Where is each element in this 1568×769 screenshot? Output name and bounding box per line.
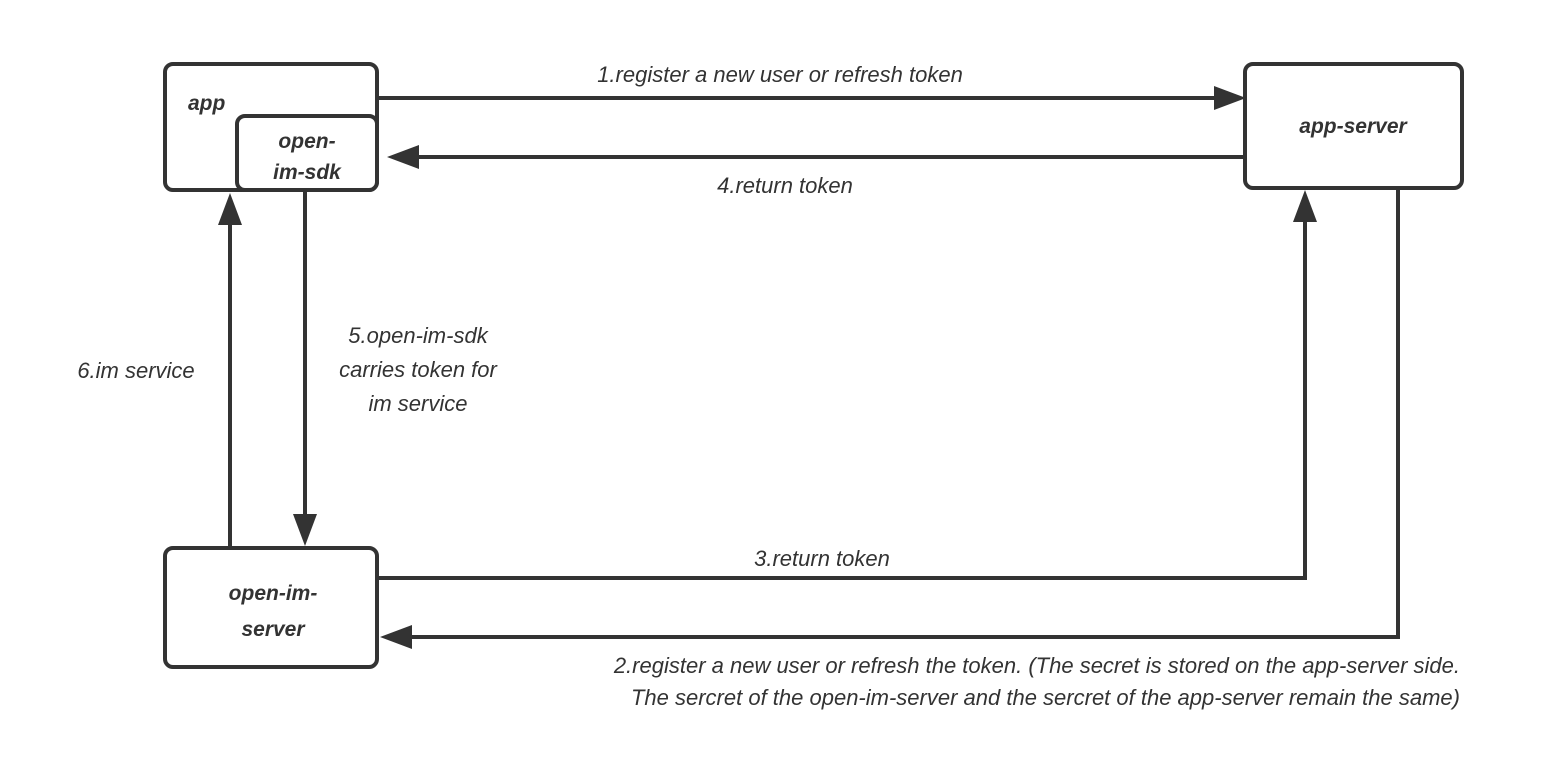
edge-3-line <box>377 218 1307 580</box>
edge-1-arrowhead <box>1214 86 1246 110</box>
app-server-label: app-server <box>1299 115 1408 138</box>
edge-2-label-1: 2.register a new user or refresh the tok… <box>613 653 1460 678</box>
edge-2-line <box>410 188 1400 639</box>
edge-1-label: 1.register a new user or refresh token <box>597 62 963 87</box>
open-im-server-label-2: server <box>241 618 306 641</box>
app-label: app <box>188 92 226 115</box>
edge-5-label-1: 5.open-im-sdk <box>348 323 488 348</box>
edge-3-arrowhead <box>1293 190 1317 222</box>
edge-4-label: 4.return token <box>717 173 853 198</box>
edge-5-label-2: carries token for <box>339 357 498 382</box>
edge-2-label-2: The sercret of the open-im-server and th… <box>631 685 1460 710</box>
app-server-box <box>1243 62 1464 190</box>
edge-4-arrowhead <box>387 145 419 169</box>
edge-6-label: 6.im service <box>77 358 194 383</box>
edge-5-label-3: im service <box>368 391 467 416</box>
edge-5-arrowhead <box>293 514 317 546</box>
open-im-sdk-label-2: im-sdk <box>273 161 342 184</box>
open-im-sdk-label-1: open- <box>278 130 335 153</box>
edge-3-label: 3.return token <box>754 546 890 571</box>
edge-2-arrowhead <box>380 625 412 649</box>
open-im-server-label-1: open-im- <box>229 582 318 605</box>
edge-6-arrowhead <box>218 193 242 225</box>
open-im-server-box <box>163 546 379 669</box>
